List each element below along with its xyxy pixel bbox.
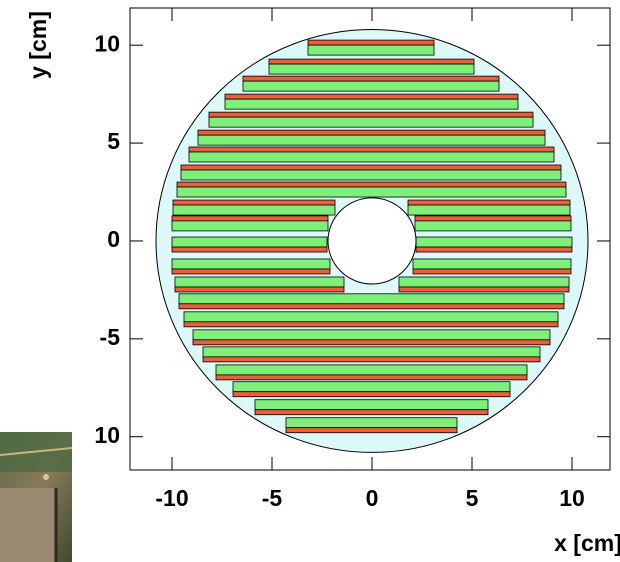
- chart: -10 -5 0 5 10 10 -5 0 5 10 x [cm] y [cm]: [0, 0, 620, 562]
- green-strip: [175, 277, 344, 287]
- y-tick-label: -5: [100, 324, 121, 350]
- red-strip: [269, 59, 474, 64]
- green-strip: [173, 205, 335, 215]
- x-tick-label: -10: [155, 485, 188, 511]
- y-tick-label: 10: [94, 30, 120, 56]
- red-strip: [179, 304, 564, 309]
- green-strip: [179, 294, 564, 304]
- green-strip: [286, 418, 457, 428]
- green-strip: [408, 205, 570, 215]
- red-strip: [216, 375, 527, 380]
- inner-hole: [328, 198, 416, 284]
- green-strip: [269, 64, 474, 74]
- green-strip: [172, 259, 330, 269]
- red-strip: [172, 216, 328, 221]
- green-strip: [255, 400, 488, 410]
- red-strip: [203, 357, 540, 362]
- red-strip: [189, 147, 554, 152]
- green-strip: [209, 117, 533, 127]
- green-strip: [216, 365, 527, 375]
- green-strip: [193, 330, 550, 340]
- red-strip: [408, 200, 570, 205]
- red-strip: [175, 287, 344, 292]
- green-strip: [416, 237, 572, 247]
- green-strip: [198, 135, 545, 145]
- red-strip: [308, 40, 434, 45]
- x-tick-label: 10: [559, 485, 585, 511]
- red-strip: [172, 269, 330, 274]
- green-strip: [184, 312, 558, 322]
- x-tick-label: -5: [262, 485, 283, 511]
- x-tick-label: 0: [366, 485, 379, 511]
- red-strip: [415, 216, 571, 221]
- green-strip: [181, 170, 561, 180]
- plot-area: [156, 30, 588, 453]
- green-strip: [399, 277, 569, 287]
- red-strip: [172, 247, 327, 252]
- green-strip: [177, 187, 566, 197]
- red-strip: [173, 200, 335, 205]
- y-tick-label: 10: [94, 422, 120, 448]
- green-strip: [415, 221, 571, 231]
- red-strip: [209, 112, 533, 117]
- red-strip: [181, 165, 561, 170]
- red-strip: [243, 76, 499, 81]
- red-strip: [286, 428, 457, 433]
- green-strip: [413, 259, 571, 269]
- green-strip: [233, 382, 510, 392]
- red-strip: [399, 287, 569, 292]
- photo-overlay: [0, 432, 72, 562]
- green-strip: [189, 152, 554, 162]
- red-strip: [225, 94, 518, 99]
- red-strip: [184, 322, 558, 327]
- x-tick-label: 5: [466, 485, 479, 511]
- y-tick-label: 0: [107, 226, 120, 252]
- green-strip: [203, 347, 540, 357]
- red-strip: [233, 392, 510, 397]
- red-strip: [193, 340, 550, 345]
- red-strip: [198, 130, 545, 135]
- y-axis-title: y [cm]: [25, 11, 51, 79]
- green-strip: [172, 237, 327, 247]
- green-strip: [308, 45, 434, 55]
- y-tick-label: 5: [107, 128, 120, 154]
- red-strip: [416, 247, 572, 252]
- green-strip: [243, 81, 499, 91]
- green-strip: [172, 221, 328, 231]
- red-strip: [255, 410, 488, 415]
- green-strip: [225, 99, 518, 109]
- x-axis-title: x [cm]: [554, 530, 620, 556]
- red-strip: [413, 269, 571, 274]
- red-strip: [177, 182, 566, 187]
